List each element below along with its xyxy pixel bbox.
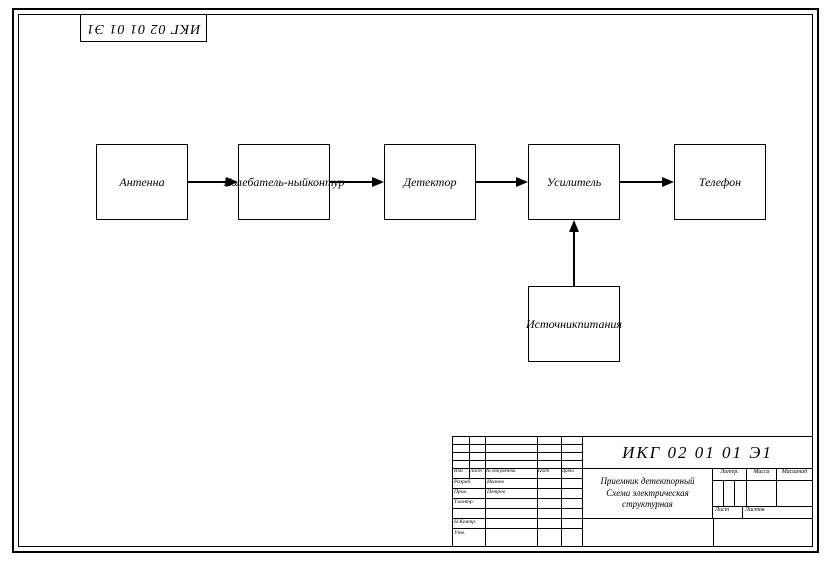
arrow-v-0 <box>573 230 575 286</box>
tb-title-line1: Приемник детекторный <box>600 476 694 488</box>
block-oscillator: Колебатель-ныйконтур <box>238 144 330 220</box>
drawing-sheet: ИКГ 02 01 01 Э1 Антенна Колебатель-ныйкон… <box>12 8 819 553</box>
tb-title: Приемник детекторный Схема электрическая… <box>583 469 713 519</box>
block-antenna: Антенна <box>96 144 188 220</box>
arrow-v-head-0 <box>569 220 579 232</box>
tb-mass-label: Масса <box>747 469 777 480</box>
tb-title-line2: Схема электрическая <box>606 488 689 500</box>
block-phone: Телефон <box>674 144 766 220</box>
tb-list: Лист <box>470 469 484 474</box>
tb-left-grid: Изм Лист № документа Подп Дата Разраб. И… <box>453 437 583 546</box>
tb-razrab-name: Иванов <box>487 479 504 485</box>
tb-prov-name: Петров <box>487 489 505 495</box>
tb-right-vals <box>713 481 812 507</box>
tb-prov: Пров. <box>454 489 467 495</box>
title-block: Изм Лист № документа Подп Дата Разраб. И… <box>452 436 812 546</box>
arrow-h-head-3 <box>662 177 674 187</box>
arrow-h-2 <box>476 181 518 183</box>
tb-utv: Утв. <box>454 530 465 536</box>
block-amplifier: Усилитель <box>528 144 620 220</box>
block-detector: Детектор <box>384 144 476 220</box>
arrow-h-3 <box>620 181 664 183</box>
tb-scale-label: Масштаб <box>777 469 812 480</box>
tb-sheet-row: Лист Листов <box>713 507 812 519</box>
tb-sheets-label: Листов <box>743 507 812 518</box>
tb-podp: Подп <box>538 469 560 474</box>
tb-org <box>583 519 812 546</box>
arrow-h-head-0 <box>226 177 238 187</box>
tb-docno: № документа <box>486 469 536 474</box>
tb-right-header: Литер. Масса Масштаб <box>713 469 812 481</box>
tb-data: Дата <box>562 469 582 474</box>
tb-razrab: Разраб. <box>454 479 472 485</box>
tb-nkontr: Н.Контр. <box>454 519 476 525</box>
block-power: Источникпитания <box>528 286 620 362</box>
tb-tkontr: Т.контр. <box>454 499 474 505</box>
tb-doc-code: ИКГ 02 01 01 Э1 <box>583 437 812 469</box>
tb-sheet-label: Лист <box>713 507 743 518</box>
arrow-h-head-2 <box>516 177 528 187</box>
arrow-h-1 <box>330 181 374 183</box>
arrow-h-0 <box>188 181 228 183</box>
tb-title-line3: структурная <box>622 499 673 511</box>
arrow-h-head-1 <box>372 177 384 187</box>
tb-izm: Изм <box>454 469 468 474</box>
tb-lit-label: Литер. <box>713 469 747 480</box>
